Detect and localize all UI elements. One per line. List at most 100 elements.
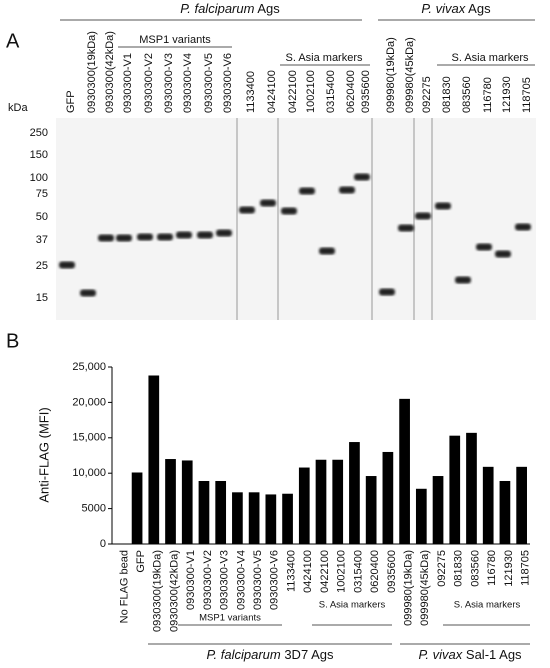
- blot-band: [495, 250, 511, 258]
- lane-label: 0424100: [266, 70, 278, 113]
- blot-band: [260, 199, 276, 207]
- group-suffix: Sal-1 Ags: [466, 647, 522, 662]
- panel-label: B: [6, 330, 19, 352]
- lane-label: 083560: [461, 76, 473, 113]
- blot-band: [197, 231, 213, 239]
- lane-label: 0930300-V5: [203, 53, 215, 113]
- kda-label: kDa: [8, 102, 28, 114]
- bar: [482, 466, 494, 544]
- x-tick-label: 0930300-V1: [185, 550, 197, 610]
- species: P. vivax: [421, 1, 465, 16]
- kda-marker: 100: [30, 172, 48, 184]
- x-tick-label: 0930300(42kDa): [168, 550, 180, 632]
- x-tick-label: 081830: [453, 550, 465, 587]
- group-suffix: Ags: [468, 1, 491, 16]
- x-tick-label: 121930: [503, 550, 515, 587]
- bar: [248, 492, 260, 544]
- subgroup-label: S. Asia markers: [451, 52, 529, 64]
- x-tick-label: 0424100: [302, 550, 314, 593]
- blot-band: [239, 206, 255, 214]
- group-brackets: [60, 19, 535, 645]
- kda-marker: 37: [36, 234, 48, 246]
- group-label: P. vivax Ags: [421, 1, 491, 16]
- lane-label: 121930: [501, 76, 513, 113]
- x-tick-label: 0930300-V5: [252, 550, 264, 610]
- lane-label: 099980(19kDa): [385, 37, 397, 113]
- y-tick-label: 20,000: [72, 396, 106, 408]
- bar: [165, 459, 176, 544]
- bar: [282, 493, 293, 544]
- blot-band: [398, 224, 414, 232]
- blot-band: [415, 212, 431, 220]
- group-label: P. vivax Sal-1 Ags: [418, 647, 522, 662]
- lane-label: 116780: [482, 77, 494, 113]
- bar: [432, 476, 444, 544]
- x-tick-label: 0930300(19kDa): [152, 550, 164, 632]
- lane-label: 0930300(42kDa): [104, 31, 116, 113]
- x-tick-label: 099980(45kDa): [419, 550, 431, 626]
- blot-band: [476, 243, 492, 251]
- blot-band: [319, 247, 335, 255]
- lane-dividers: [236, 118, 433, 320]
- lane-label: 1002100: [305, 70, 317, 113]
- x-tick-label: 083560: [469, 550, 481, 587]
- bar: [131, 472, 143, 544]
- kda-marker: 75: [36, 188, 48, 200]
- species: P. falciparum: [180, 1, 254, 16]
- blot-band: [299, 187, 315, 195]
- subgroup-label: S. Asia markers: [285, 52, 363, 64]
- bar: [148, 375, 160, 544]
- x-tick-label: 116780: [486, 550, 498, 586]
- bar: [516, 466, 527, 544]
- x-tick-label: 0930300-V6: [269, 550, 281, 610]
- x-tick-label: 0315400: [352, 550, 364, 593]
- blot-band: [515, 223, 531, 231]
- blot-band: [435, 202, 451, 210]
- subgroup-label: S. Asia markers: [319, 600, 386, 611]
- x-tick-label: 0422100: [319, 550, 331, 593]
- blot-band: [339, 186, 355, 194]
- kda-marker: 50: [36, 211, 48, 223]
- lane-label: 1133400: [245, 71, 257, 113]
- y-tick-label: 5000: [82, 503, 106, 515]
- bar: [181, 460, 193, 544]
- group-label: P. falciparum Ags: [180, 1, 280, 16]
- lane-label: 0620400: [345, 70, 357, 113]
- kda-marker: 150: [30, 149, 48, 161]
- subgroup-label: MSP1 variants: [139, 34, 211, 46]
- lane-label: 0930300-V6: [222, 53, 234, 113]
- blot-band: [157, 233, 173, 241]
- y-tick-label: 0: [100, 538, 106, 550]
- blot-band: [281, 207, 297, 215]
- bar: [198, 480, 210, 544]
- x-tick-label: 0620400: [369, 550, 381, 593]
- x-tick-label: 0930300-V3: [219, 550, 231, 610]
- lane-label: 0930300-V1: [122, 53, 134, 113]
- subgroup-label: MSP1 variants: [199, 613, 261, 624]
- lane-label: 0422100: [287, 70, 299, 113]
- y-axis-label: Anti-FLAG (MFI): [36, 407, 51, 502]
- x-tick-label: 118705: [520, 550, 532, 586]
- lane-label: 099980(45kDa): [404, 37, 416, 113]
- y-tick-label: 25,000: [72, 361, 106, 373]
- lane-label: GFP: [65, 90, 77, 113]
- x-tick-label: 1002100: [336, 550, 348, 593]
- blot-band: [80, 289, 96, 297]
- x-tick-label: No FLAG bead: [118, 550, 130, 623]
- y-tick-label: 15,000: [72, 432, 106, 444]
- bar: [382, 451, 394, 544]
- bar: [466, 432, 477, 544]
- x-tick-label: GFP: [135, 550, 147, 573]
- blot-band: [216, 229, 232, 237]
- lane-label: 081830: [441, 76, 453, 113]
- panel-label: A: [6, 30, 20, 52]
- bar: [499, 480, 511, 544]
- lane-label: 0315400: [325, 70, 337, 113]
- kda-marker: 250: [30, 127, 48, 139]
- species: P. falciparum: [207, 647, 281, 662]
- group-label: P. falciparum 3D7 Ags: [207, 647, 334, 662]
- blot-band: [59, 261, 75, 269]
- group-suffix: Ags: [257, 1, 280, 16]
- bar: [399, 398, 410, 544]
